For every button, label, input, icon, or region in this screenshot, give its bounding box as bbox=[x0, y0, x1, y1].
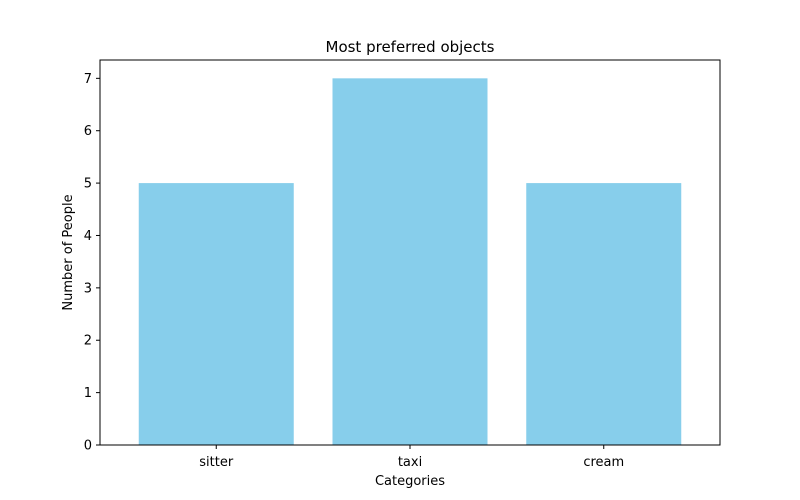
y-tick-label: 4 bbox=[84, 229, 92, 244]
bars bbox=[138, 78, 682, 445]
y-tick-label: 2 bbox=[84, 334, 92, 349]
y-tick-label: 3 bbox=[84, 281, 92, 296]
bar-sitter bbox=[138, 183, 294, 445]
x-axis-ticks: sitter taxi cream bbox=[199, 445, 624, 470]
chart-title: Most preferred objects bbox=[326, 38, 495, 56]
y-tick-label: 5 bbox=[84, 177, 92, 192]
x-tick-label: cream bbox=[583, 455, 624, 470]
bar-cream bbox=[526, 183, 682, 445]
y-tick-label: 6 bbox=[84, 124, 92, 139]
x-tick-label: taxi bbox=[398, 455, 422, 470]
y-axis-label: Number of People bbox=[61, 194, 76, 310]
y-tick-label: 1 bbox=[84, 386, 92, 401]
y-tick-label: 7 bbox=[84, 72, 92, 87]
y-tick-label: 0 bbox=[84, 439, 92, 454]
x-axis-label: Categories bbox=[375, 474, 445, 489]
plot-area: 0 1 2 3 4 5 6 7 sitter taxi cream bbox=[84, 59, 721, 470]
y-axis-ticks: 0 1 2 3 4 5 6 7 bbox=[84, 72, 100, 454]
bar-taxi bbox=[332, 78, 488, 445]
x-tick-label: sitter bbox=[199, 455, 234, 470]
